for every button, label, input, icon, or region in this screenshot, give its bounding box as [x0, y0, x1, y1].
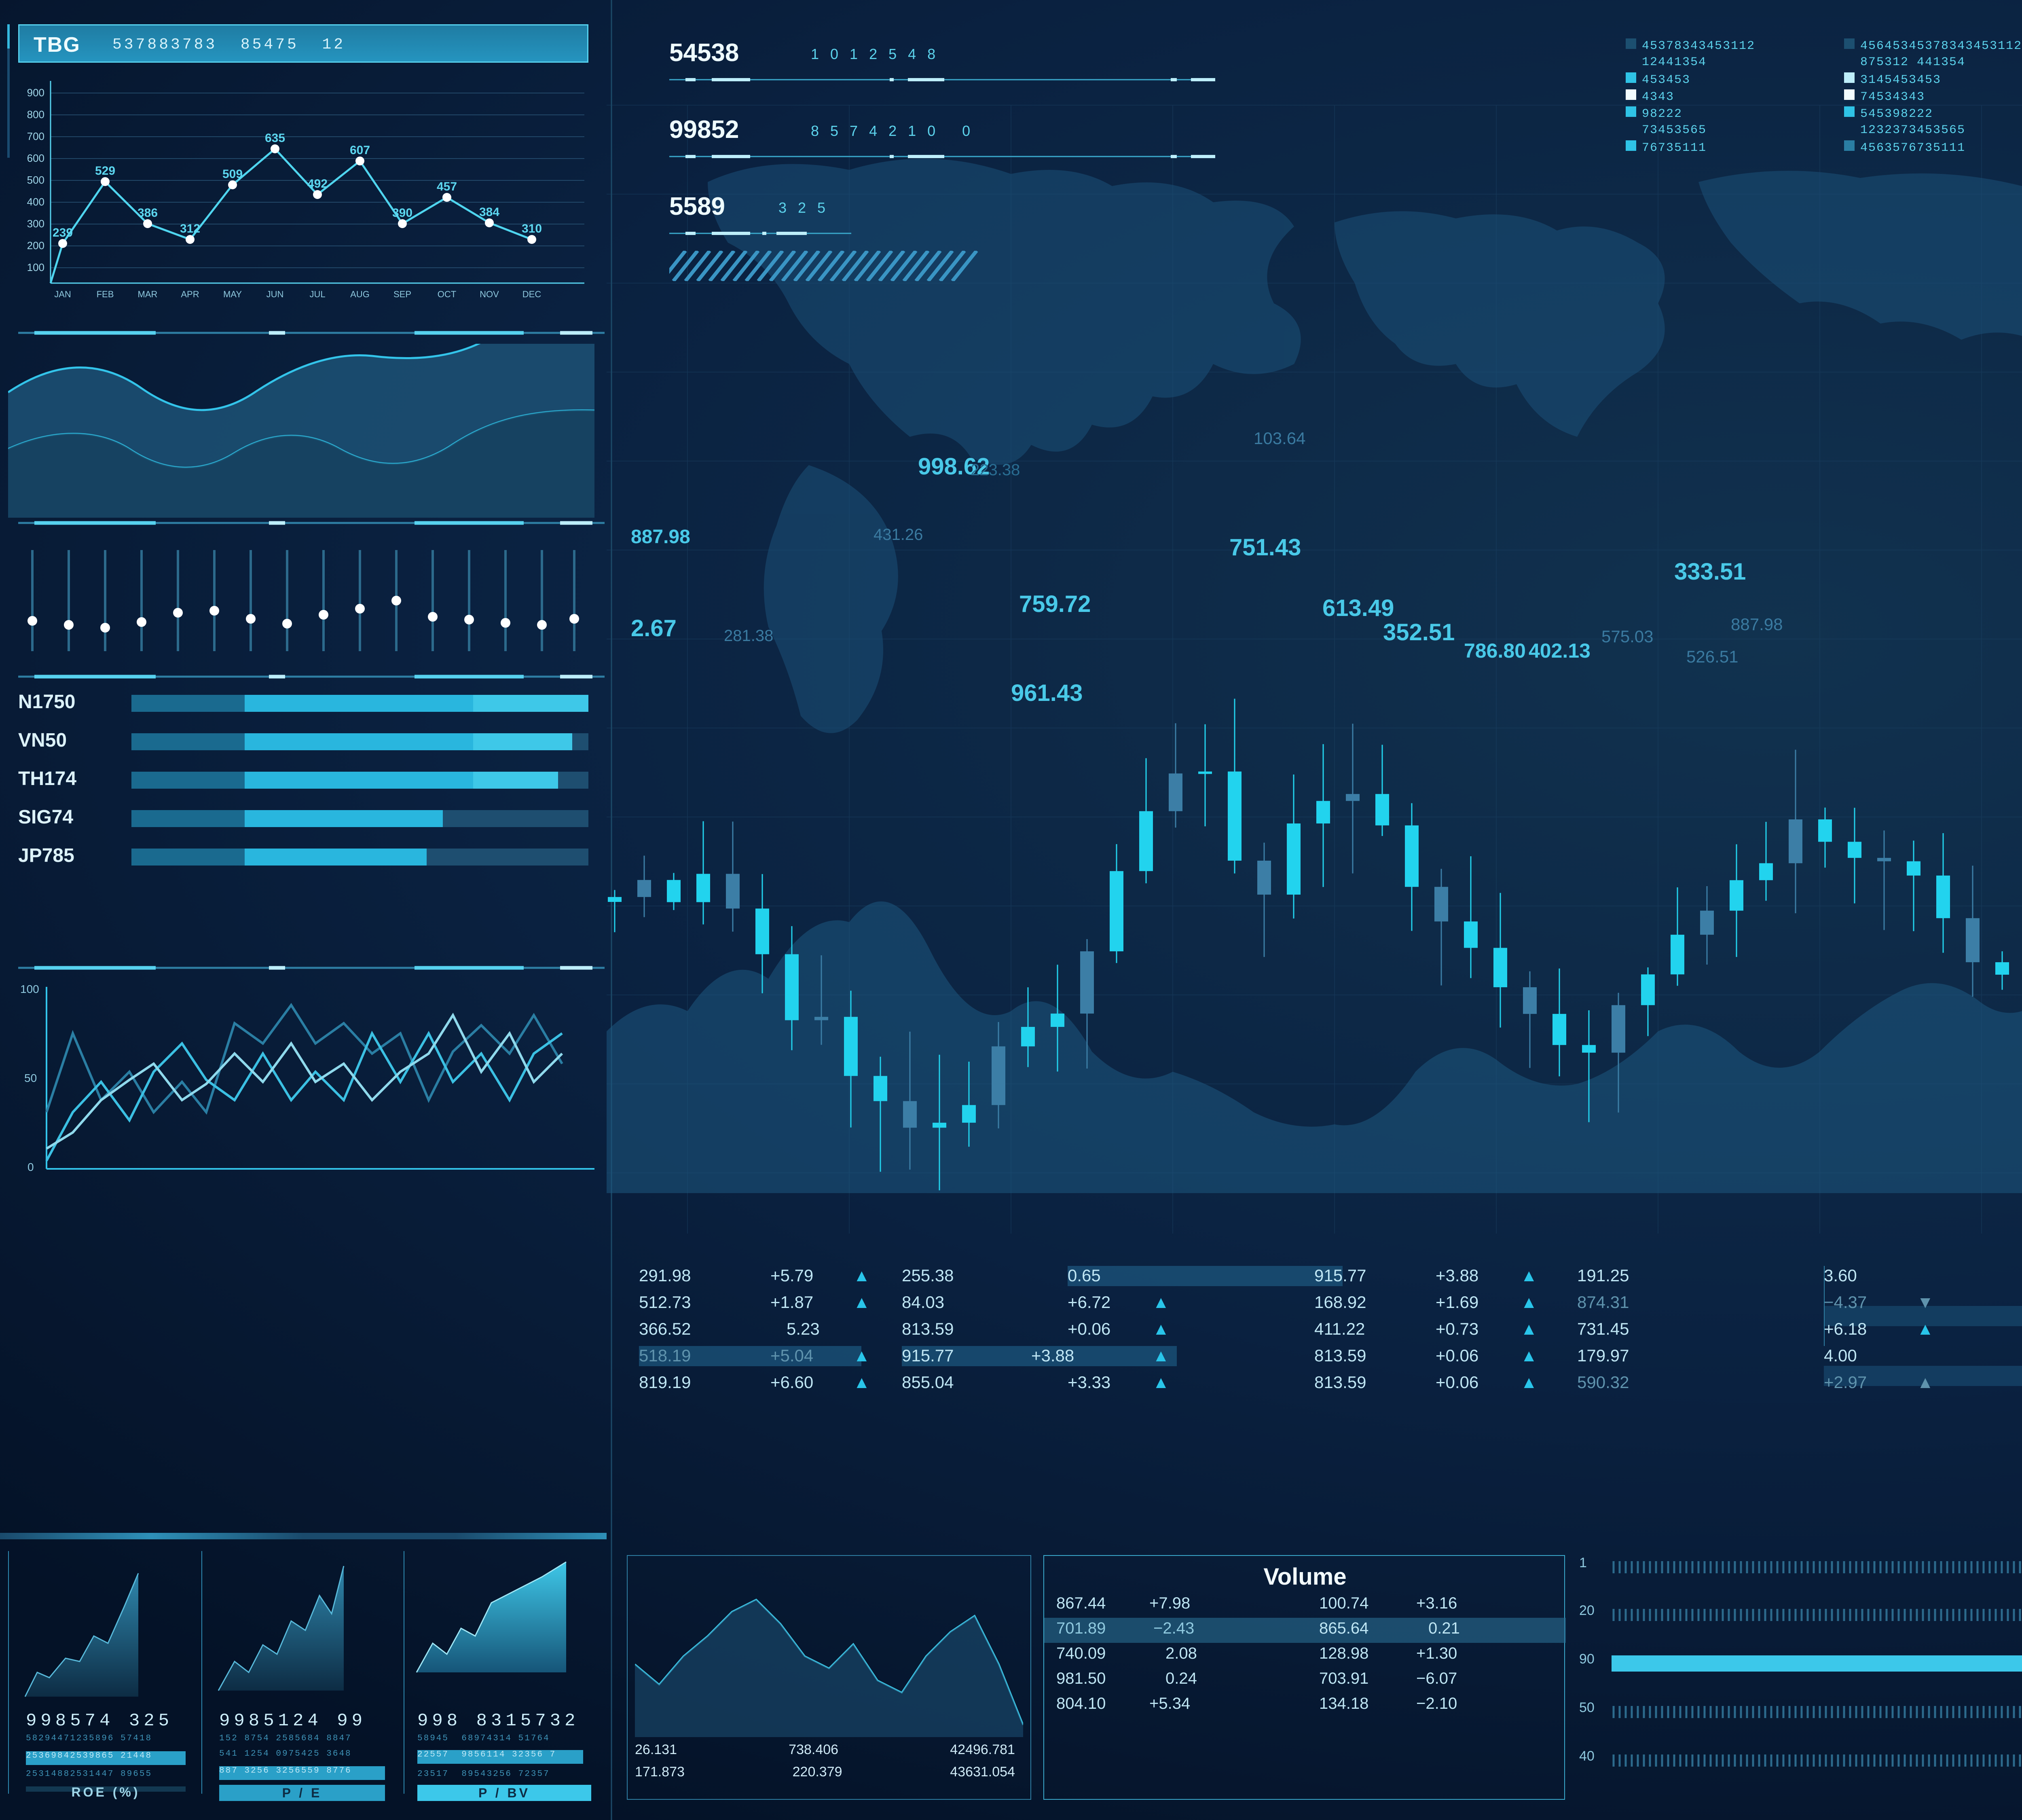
svg-text:JAN: JAN [54, 289, 71, 299]
svg-text:100: 100 [20, 983, 39, 995]
svg-text:310: 310 [522, 222, 542, 235]
svg-text:NOV: NOV [480, 289, 499, 299]
svg-text:MAR: MAR [138, 289, 158, 299]
svg-text:JUL: JUL [309, 289, 325, 299]
svg-text:300: 300 [27, 218, 44, 230]
svg-text:500: 500 [27, 174, 44, 186]
svg-text:600: 600 [27, 152, 44, 164]
svg-text:200: 200 [27, 239, 44, 252]
svg-text:MAY: MAY [223, 289, 242, 299]
svg-text:509: 509 [222, 167, 243, 181]
svg-text:50: 50 [24, 1072, 37, 1084]
svg-text:700: 700 [27, 130, 44, 142]
svg-text:FEB: FEB [97, 289, 114, 299]
svg-text:607: 607 [350, 144, 370, 157]
svg-text:400: 400 [27, 196, 44, 208]
svg-text:384: 384 [479, 205, 499, 219]
svg-text:386: 386 [137, 206, 158, 220]
svg-text:JUN: JUN [266, 289, 284, 299]
svg-text:100: 100 [27, 261, 44, 273]
svg-text:AUG: AUG [350, 289, 370, 299]
svg-text:492: 492 [307, 177, 328, 190]
svg-text:OCT: OCT [438, 289, 456, 299]
svg-text:900: 900 [27, 87, 44, 99]
svg-text:239: 239 [53, 226, 73, 239]
svg-text:457: 457 [437, 180, 457, 193]
svg-text:529: 529 [95, 164, 115, 178]
svg-text:312: 312 [180, 222, 200, 235]
svg-text:635: 635 [265, 131, 285, 145]
svg-text:APR: APR [181, 289, 199, 299]
svg-text:0: 0 [27, 1161, 34, 1173]
svg-text:390: 390 [392, 206, 412, 220]
svg-text:SEP: SEP [393, 289, 411, 299]
svg-text:800: 800 [27, 108, 44, 121]
svg-text:DEC: DEC [522, 289, 541, 299]
